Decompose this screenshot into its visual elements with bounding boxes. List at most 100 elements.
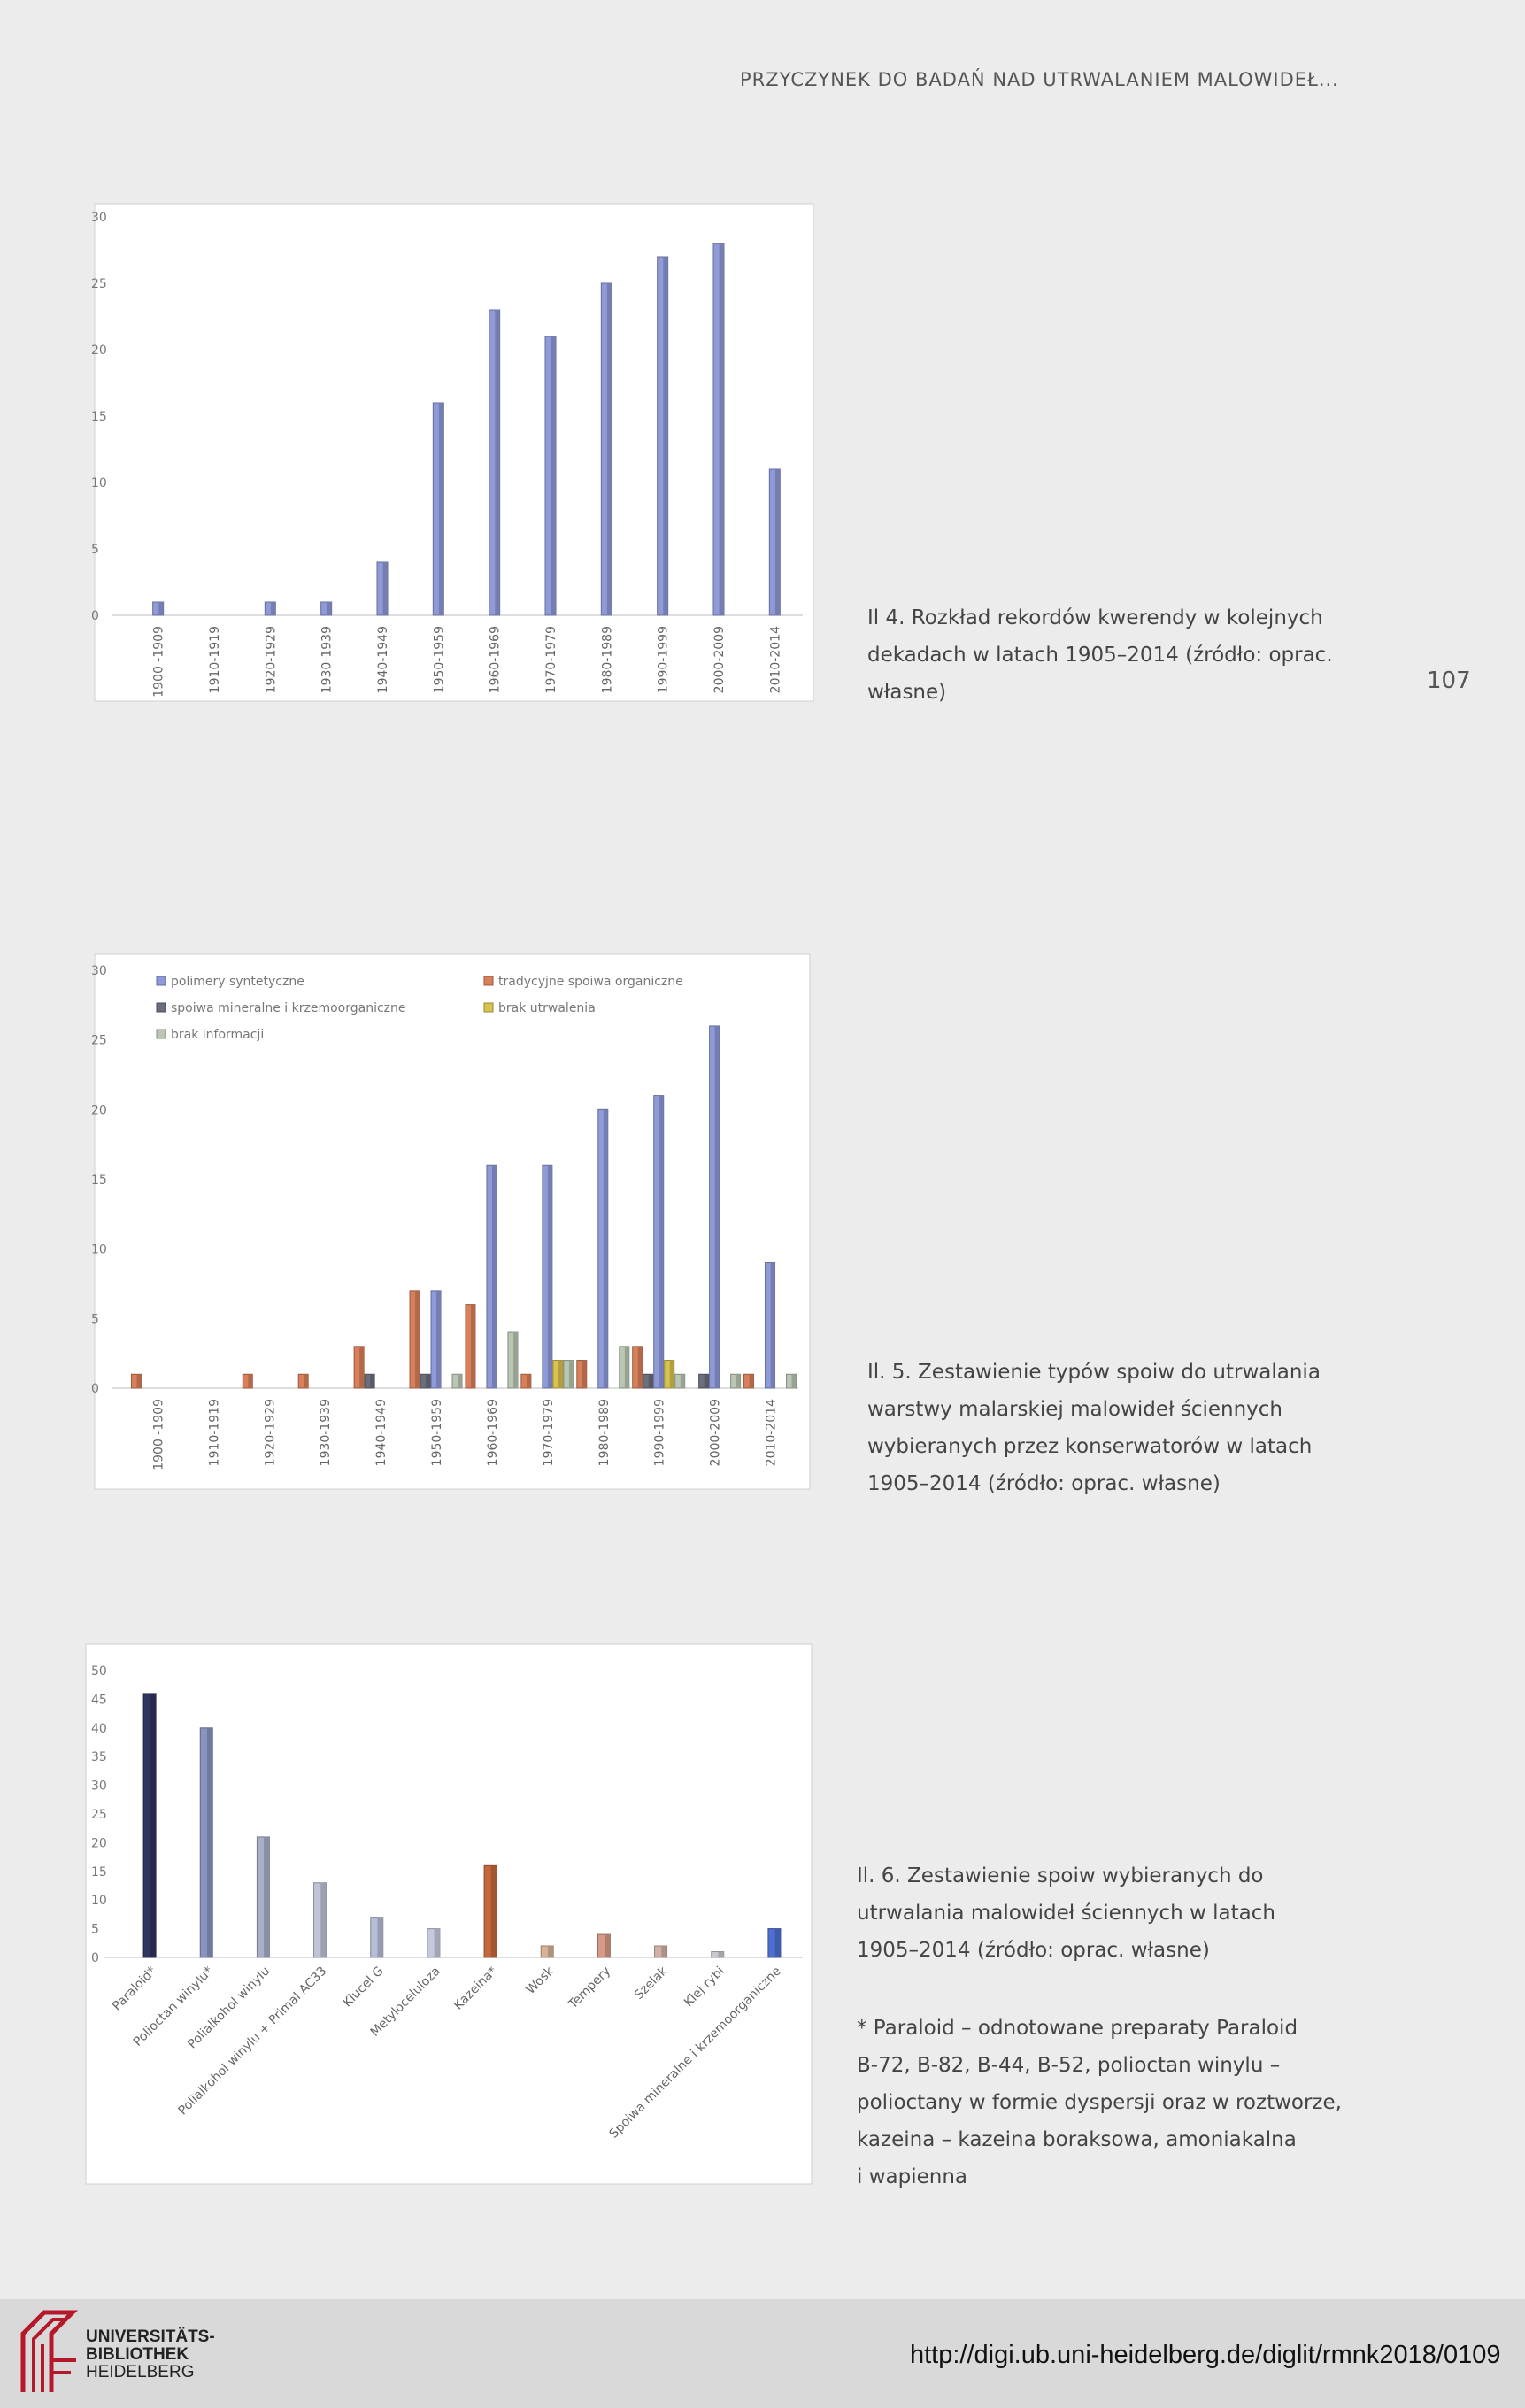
caption-line: 1905–2014 (źródło: oprac. własne) (867, 1472, 1221, 1495)
caption-line: warstwy malarskiej malowideł ściennych (867, 1398, 1282, 1421)
caption-fig4: Il 4. Rozkład rekordów kwerendy w kolejn… (867, 599, 1333, 711)
x-tick-label: 2000-2009 (709, 1399, 723, 1466)
y-tick-label: 15 (91, 1173, 107, 1187)
bar (242, 1373, 253, 1389)
x-tick-label: 1920-1929 (264, 626, 278, 693)
bar-shade (436, 1290, 442, 1388)
y-tick-label: 5 (91, 1923, 99, 1937)
x-tick-label: 1910-1919 (207, 1399, 221, 1466)
caption-line: utrwalania malowideł ściennych w latach (857, 1902, 1275, 1925)
x-tick-label: 1910-1919 (208, 626, 222, 693)
chart-binder-types: 0 5 10 15 20 25 30 1900 -1909 1910-1919 1920-1929… (86, 953, 811, 1490)
library-name-line: HEIDELBERG (86, 2363, 195, 2381)
bar-shade (661, 1946, 667, 1957)
bar-shade (438, 403, 444, 615)
x-tick-label: 1930-1939 (320, 626, 335, 693)
bar-shade (659, 1095, 664, 1388)
bar-shade (605, 1934, 611, 1957)
legend-swatch (483, 1002, 494, 1013)
caption-fig5: Il. 5. Zestawienie typów spoiw do utrwal… (867, 1354, 1321, 1502)
legend-swatch (156, 976, 166, 986)
x-tick-label: 1940-1949 (376, 626, 390, 693)
legend-label: brak informacji (171, 1028, 264, 1042)
bar-shade (648, 1374, 653, 1388)
bar-shade (426, 1374, 431, 1388)
bar-shade (270, 602, 276, 615)
y-tick-label: 10 (91, 1894, 107, 1908)
legend-label: brak utrwalenia (498, 1001, 596, 1015)
footnote-line: B-72, B-82, B-44, B-52, polioctan winylu… (857, 2054, 1281, 2077)
caption-line: wybieranych przez konserwatorów w latach (867, 1435, 1313, 1458)
bar-shade (547, 1946, 554, 1957)
library-logo-icon (20, 2310, 79, 2392)
chart-frame (94, 953, 811, 1490)
bar-shade (558, 1360, 563, 1388)
y-tick-label: 20 (91, 1103, 107, 1117)
chart-decades-svg: 0 5 10 15 20 25 30 1900 -1909 1910-1919 1920-1929… (91, 203, 814, 702)
x-tick-label: 1940-1949 (374, 1399, 389, 1466)
bar-shade (327, 602, 332, 615)
bar-shade (471, 1304, 475, 1388)
legend-swatch (156, 1002, 166, 1013)
bar-shade (547, 1165, 552, 1388)
x-tick-label: 1980-1989 (597, 1399, 612, 1466)
bar (465, 1304, 476, 1389)
bar-shade (513, 1332, 518, 1388)
x-tick-label: 1980-1989 (600, 626, 614, 693)
y-tick-label: 15 (91, 410, 107, 424)
x-tick-label: 2000-2009 (712, 626, 727, 693)
x-tick-label: 1960-1969 (486, 1399, 500, 1466)
bar-shade (415, 1290, 420, 1388)
bar-shade (495, 310, 500, 615)
x-tick-label: 1900 -1909 (152, 626, 166, 698)
x-tick-label: 2010-2014 (765, 1399, 779, 1466)
x-tick-label: 1990-1999 (653, 1399, 667, 1466)
y-tick-label: 40 (91, 1722, 107, 1736)
bar-shade (248, 1374, 253, 1388)
footer-bar (0, 2299, 1525, 2408)
bar-shade (370, 1374, 375, 1388)
y-tick-label: 10 (91, 476, 107, 490)
y-tick-label: 10 (91, 1243, 107, 1257)
x-tick-label: 1920-1929 (263, 1399, 277, 1466)
bar-shade (150, 1693, 157, 1957)
caption-line: 1905–2014 (źródło: oprac. własne) (857, 1939, 1210, 1962)
y-tick-label: 30 (91, 1779, 107, 1794)
y-tick-label: 20 (91, 343, 107, 358)
library-name-line: BIBLIOTHEK (86, 2345, 189, 2364)
bar-shade (606, 283, 612, 615)
bar-shade (791, 1374, 797, 1388)
bar (486, 1164, 497, 1389)
bar-shade (774, 469, 781, 615)
footnote-line: kazeina – kazeina boraksowa, amoniakalna (857, 2128, 1297, 2151)
y-tick-label: 25 (91, 1034, 107, 1048)
chart-binders: 0 5 10 15 20 25 30 35 40 45 50 Paraloid* Polioctan w… (85, 1643, 813, 2185)
bar-shade (749, 1374, 754, 1388)
y-tick-label: 0 (91, 1382, 99, 1396)
bar-shade (663, 257, 668, 615)
chart-frame (94, 203, 814, 702)
y-tick-label: 15 (91, 1865, 107, 1879)
bar-shade (736, 1374, 741, 1388)
legend-label: tradycyjne spoiwa organiczne (498, 975, 683, 989)
bar-shade (582, 1360, 587, 1388)
bar-shade (669, 1360, 674, 1388)
library-name-line: UNIVERSITÄTS- (86, 2327, 215, 2346)
caption-line: dekadach w latach 1905–2014 (źródło: opr… (867, 644, 1333, 667)
bar-shade (526, 1374, 531, 1388)
y-tick-label: 45 (91, 1693, 107, 1707)
footer-url-link[interactable]: http://digi.ub.uni-heidelberg.de/diglit/… (910, 2341, 1501, 2369)
bar-shade (320, 1882, 327, 1957)
x-tick-label: 1970-1979 (542, 1399, 556, 1466)
bar-shade (718, 1951, 724, 1957)
y-tick-label: 0 (91, 609, 99, 623)
y-tick-label: 25 (91, 1808, 107, 1822)
y-tick-label: 5 (91, 1312, 99, 1326)
caption-line: własne) (867, 681, 947, 704)
bar-shade (624, 1346, 629, 1388)
bar-shade (382, 562, 388, 615)
x-tick-label: 1900 -1909 (151, 1399, 166, 1470)
bar-shade (377, 1917, 383, 1957)
y-tick-label: 30 (91, 964, 107, 978)
bar-shade (434, 1928, 440, 1957)
